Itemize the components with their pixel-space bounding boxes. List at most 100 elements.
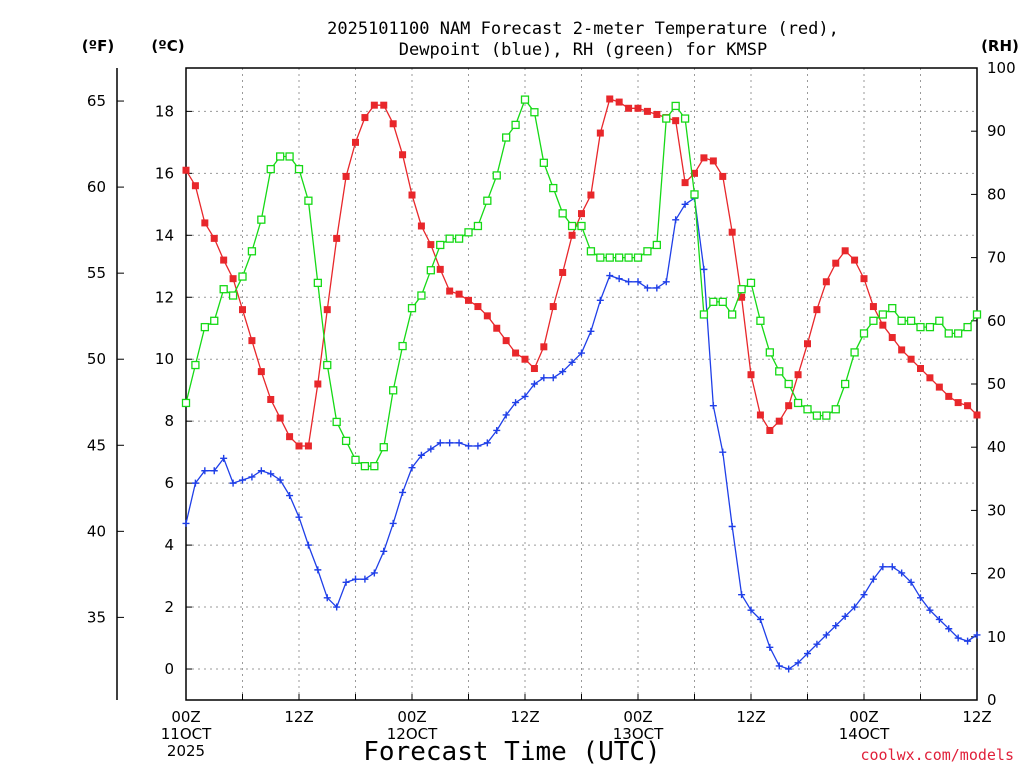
data-point [954, 399, 962, 407]
data-point [257, 215, 266, 224]
data-point [756, 411, 764, 419]
data-point [822, 411, 831, 420]
data-point [917, 365, 924, 373]
data-point [935, 615, 943, 623]
data-point [568, 358, 576, 366]
series-temperature [182, 95, 981, 450]
data-point [408, 191, 416, 199]
rh-axis-label: (RH) [981, 37, 1019, 55]
data-point [775, 417, 783, 425]
data-point [341, 436, 351, 446]
data-point [860, 275, 868, 283]
data-point [502, 411, 510, 419]
data-point [973, 631, 981, 639]
data-point [257, 368, 265, 376]
data-point [493, 324, 501, 332]
data-point [370, 569, 378, 577]
fahrenheit-tick-label: 55 [87, 264, 106, 282]
data-point [446, 287, 454, 295]
data-point [286, 492, 294, 500]
data-point [502, 337, 510, 345]
data-point [304, 541, 312, 549]
data-point [549, 374, 557, 382]
data-point [473, 221, 483, 231]
data-point [634, 104, 642, 112]
data-point [417, 222, 425, 230]
data-point [690, 190, 699, 199]
data-point [314, 380, 322, 388]
time-tick-label: 12Z [510, 708, 539, 726]
data-point [323, 594, 331, 602]
data-point [200, 322, 209, 332]
data-point [596, 253, 605, 262]
data-point [709, 402, 717, 410]
data-point [521, 355, 529, 363]
data-point [360, 462, 370, 471]
data-point [878, 310, 887, 319]
rh-ticks: 0 10 20 30 40 50 60 70 80 90 100 [971, 59, 1016, 709]
data-point [785, 665, 793, 673]
time-tick-label: 12OCT [387, 725, 438, 743]
data-point [625, 278, 633, 286]
rh-tick-label: 100 [987, 59, 1016, 77]
data-point [380, 101, 388, 109]
time-tick-label: 11OCT [161, 725, 212, 743]
data-point [813, 640, 821, 648]
data-point [606, 272, 614, 280]
data-point [925, 322, 935, 332]
data-point [954, 329, 963, 338]
data-point [267, 470, 275, 478]
time-tick-label: 12Z [736, 708, 765, 726]
data-point [945, 392, 953, 400]
rh-tick-label: 80 [987, 185, 1006, 203]
data-point [680, 114, 690, 123]
data-point [228, 291, 238, 300]
celsius-tick-label: 2 [164, 598, 174, 616]
rh-tick-label: 60 [987, 312, 1006, 330]
data-point [917, 594, 924, 602]
data-point [794, 659, 802, 667]
data-point [220, 454, 228, 462]
data-point [389, 386, 398, 395]
fahrenheit-axis-label: (ºF) [82, 37, 114, 55]
series-rh [181, 95, 982, 471]
data-point [417, 451, 425, 459]
celsius-tick-label: 8 [164, 412, 174, 430]
data-point [850, 348, 859, 357]
data-point [568, 231, 576, 239]
data-point [804, 650, 811, 658]
data-point [577, 221, 586, 231]
data-point [935, 383, 943, 391]
data-point [239, 306, 246, 314]
data-point [361, 114, 369, 122]
data-point [586, 247, 596, 256]
data-point [286, 433, 294, 441]
data-point [276, 476, 284, 484]
celsius-tick-label: 14 [155, 226, 174, 244]
data-point [276, 414, 284, 422]
data-point [634, 278, 642, 286]
celsius-tick-label: 4 [164, 536, 174, 554]
time-tick-label: 00Z [849, 708, 878, 726]
celsius-ticks: 0 2 4 6 8 10 12 14 16 18 [155, 102, 192, 678]
data-point [210, 467, 218, 475]
data-point [605, 253, 614, 262]
data-point [587, 327, 595, 335]
data-point [493, 426, 501, 434]
data-point [238, 272, 247, 281]
data-point [191, 360, 200, 370]
time-tick-label: 12Z [962, 708, 991, 726]
data-point [897, 316, 906, 325]
data-point [737, 285, 746, 294]
data-point [596, 129, 604, 137]
rh-tick-label: 10 [987, 628, 1006, 646]
data-point [567, 221, 577, 231]
data-point [333, 234, 341, 242]
series-dewpoint [182, 194, 981, 673]
data-point [691, 169, 698, 177]
data-point [257, 467, 265, 475]
data-point [220, 256, 228, 264]
data-point [285, 152, 294, 161]
